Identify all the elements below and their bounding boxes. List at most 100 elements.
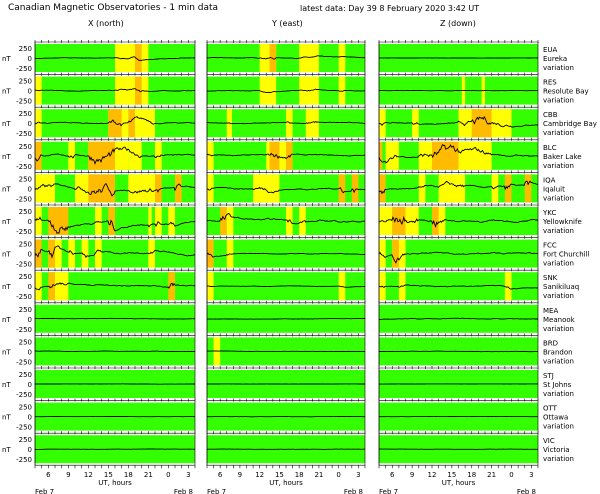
ytick-label: 0 (28, 185, 32, 193)
variation-label: variation (543, 194, 574, 202)
xtick-label: 0 (509, 471, 513, 479)
trace-line (378, 180, 539, 195)
activity-band (155, 207, 162, 235)
variation-label: variation (543, 455, 574, 463)
ytick-label: -250 (16, 456, 32, 464)
activity-band (148, 239, 155, 268)
trace-line (206, 186, 366, 194)
activity-band (108, 109, 122, 138)
activity-band (175, 174, 182, 203)
activity-band (338, 44, 346, 72)
activity-band (471, 109, 492, 138)
activity-band (35, 207, 42, 235)
activity-band (338, 76, 346, 105)
activity-band (299, 44, 319, 72)
activity-band (220, 207, 227, 235)
activity-band (95, 239, 102, 268)
trace-line (378, 317, 538, 320)
station-code: CBB (543, 111, 558, 119)
trace-line (378, 143, 539, 164)
station-code: YKC (542, 209, 556, 217)
xtick-label: 18 (295, 471, 304, 479)
xtick-label: 6 (218, 471, 223, 479)
trace-line (378, 215, 539, 228)
activity-band (155, 174, 162, 203)
activity-band (504, 174, 512, 203)
xtick-label: 21 (314, 471, 323, 479)
activity-band (385, 141, 399, 170)
xtick-label: 9 (410, 471, 414, 479)
trace-line (34, 216, 196, 234)
station-name: Victoria (543, 446, 570, 454)
activity-band (128, 109, 135, 138)
ytick-label: -250 (16, 391, 32, 399)
ytick-label: 0 (28, 251, 32, 259)
station-code: SNK (543, 274, 558, 282)
ytick-label: 250 (19, 306, 32, 314)
activity-band (379, 109, 386, 138)
activity-band (81, 239, 89, 268)
x-axis-label: UT, hours (98, 479, 132, 487)
station-name: Eureka (543, 55, 567, 63)
ytick-label: -250 (16, 326, 32, 334)
ytick-label: 250 (19, 175, 32, 183)
trace-line (206, 55, 366, 60)
x-axis-label: UT, hours (269, 479, 303, 487)
ytick-label: 0 (28, 316, 32, 324)
trace-line (34, 245, 195, 259)
ytick-label: -250 (16, 195, 32, 203)
ytick-label: 250 (19, 241, 32, 249)
ytick-label: -250 (16, 130, 32, 138)
activity-band (88, 174, 115, 203)
trace-line (378, 115, 539, 128)
variation-label: variation (543, 423, 574, 431)
activity-band (55, 272, 69, 301)
xtick-label: 15 (275, 471, 284, 479)
station-code: VIC (543, 437, 555, 445)
activity-band (128, 141, 142, 170)
ytick-label: 250 (19, 404, 32, 412)
activity-band (35, 109, 42, 138)
variation-label: variation (543, 162, 574, 170)
station-name: Iqaluit (543, 185, 565, 193)
activity-band (68, 239, 75, 268)
unit-label: nT (2, 446, 11, 454)
station-name: Ottawa (543, 414, 568, 422)
trace-line (379, 89, 538, 92)
x-axis-label: UT, hours (442, 479, 476, 487)
activity-band (168, 207, 175, 235)
variation-label: variation (543, 325, 574, 333)
station-name: Sanikiluaq (543, 283, 579, 291)
xtick-label: 21 (144, 471, 153, 479)
ytick-label: 250 (19, 45, 32, 53)
ytick-label: -250 (16, 293, 32, 301)
xtick-label: 6 (46, 471, 51, 479)
trace-line (206, 285, 366, 288)
activity-band (351, 174, 359, 203)
unit-label: nT (2, 348, 11, 356)
ytick-label: 0 (28, 218, 32, 226)
trace-line (35, 88, 196, 92)
station-name: Fort Churchill (543, 251, 590, 259)
xtick-label: 12 (428, 471, 437, 479)
date-start-label: Feb 7 (207, 488, 226, 494)
ytick-label: 250 (19, 78, 32, 86)
unit-label: nT (2, 88, 11, 96)
activity-band (35, 174, 55, 203)
trace-line (378, 251, 539, 264)
date-start-label: Feb 7 (35, 488, 54, 494)
activity-band (259, 76, 277, 105)
xtick-label: 18 (467, 471, 476, 479)
column-title-z: Z (down) (440, 19, 476, 28)
date-start-label: Feb 7 (379, 488, 398, 494)
station-code: BRD (543, 339, 558, 347)
unit-label: nT (2, 120, 11, 128)
xtick-label: 0 (166, 471, 170, 479)
trace-line (34, 448, 195, 450)
activity-band (88, 141, 115, 170)
xtick-label: 12 (255, 471, 264, 479)
trace-line (207, 212, 366, 225)
station-name: St Johns (543, 381, 572, 389)
xtick-label: 15 (104, 471, 113, 479)
